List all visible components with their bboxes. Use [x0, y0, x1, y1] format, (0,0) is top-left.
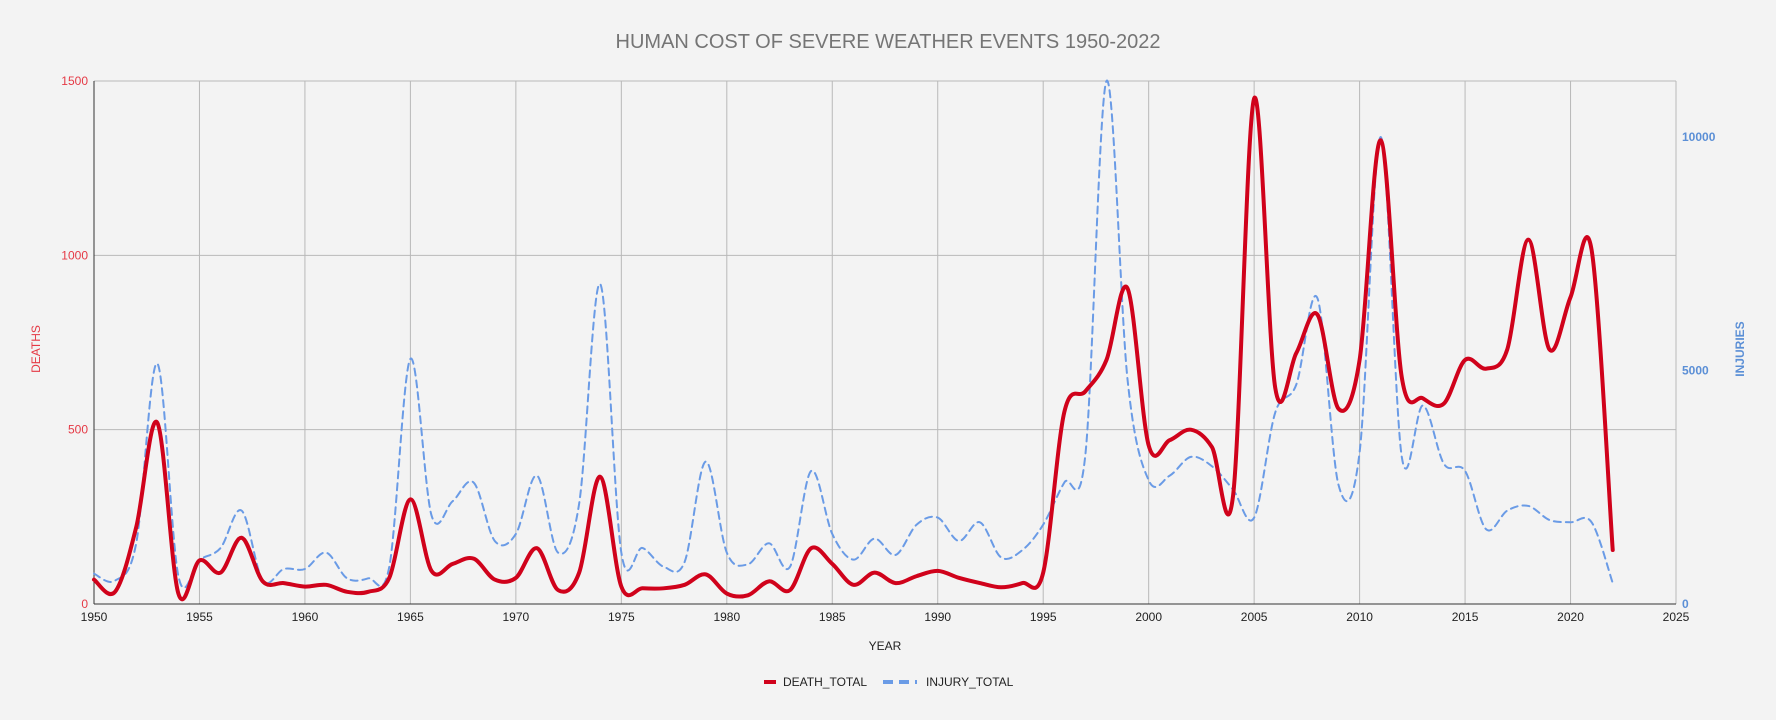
x-tick-label: 1950 [81, 610, 108, 624]
chart-title: HUMAN COST OF SEVERE WEATHER EVENTS 1950… [616, 31, 1161, 53]
x-tick-label: 1960 [292, 610, 319, 624]
x-tick-label: 1990 [924, 610, 951, 624]
x-tick-label: 2020 [1557, 610, 1584, 624]
right-tick-label: 10000 [1682, 130, 1716, 144]
legend: DEATH_TOTAL INJURY_TOTAL [764, 675, 1014, 689]
right-tick-label: 5000 [1682, 364, 1709, 378]
legend-item-injuries[interactable]: INJURY_TOTAL [883, 675, 1014, 689]
left-tick-label: 0 [81, 597, 88, 611]
x-tick-label: 1980 [713, 610, 740, 624]
series-line-death-total[interactable] [92, 95, 1615, 602]
x-tick-label: 1970 [503, 610, 530, 624]
tick-labels: 1950 1955 1960 1965 1970 1975 1980 1985 1990 1995… [61, 74, 1715, 624]
x-axis-label: YEAR [869, 639, 902, 653]
right-axis-label: INJURIES [1733, 321, 1747, 376]
left-axis-label: DEATHS [29, 325, 43, 373]
x-tick-label: 1975 [608, 610, 635, 624]
right-tick-label: 0 [1682, 597, 1689, 611]
left-tick-label: 500 [68, 423, 88, 437]
x-tick-label: 2000 [1135, 610, 1162, 624]
series-lines [92, 79, 1615, 602]
legend-label-deaths: DEATH_TOTAL [783, 675, 867, 689]
series-line-injury-total[interactable] [93, 79, 1614, 589]
axes [93, 81, 1676, 605]
x-tick-label: 2010 [1346, 610, 1373, 624]
x-tick-label: 1995 [1030, 610, 1057, 624]
x-tick-label: 1955 [186, 610, 213, 624]
x-tick-label: 1965 [397, 610, 424, 624]
x-tick-label: 2005 [1241, 610, 1268, 624]
left-tick-label: 1500 [61, 74, 88, 88]
legend-label-injuries: INJURY_TOTAL [926, 675, 1014, 689]
x-tick-label: 2015 [1452, 610, 1479, 624]
legend-item-deaths[interactable]: DEATH_TOTAL [764, 675, 867, 689]
x-tick-label: 1985 [819, 610, 846, 624]
left-tick-label: 1000 [61, 248, 88, 262]
x-tick-label: 2025 [1663, 610, 1690, 624]
